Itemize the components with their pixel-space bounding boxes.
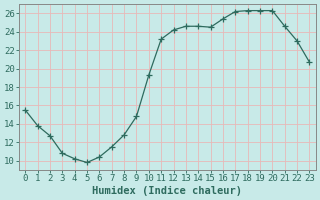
X-axis label: Humidex (Indice chaleur): Humidex (Indice chaleur) xyxy=(92,186,242,196)
